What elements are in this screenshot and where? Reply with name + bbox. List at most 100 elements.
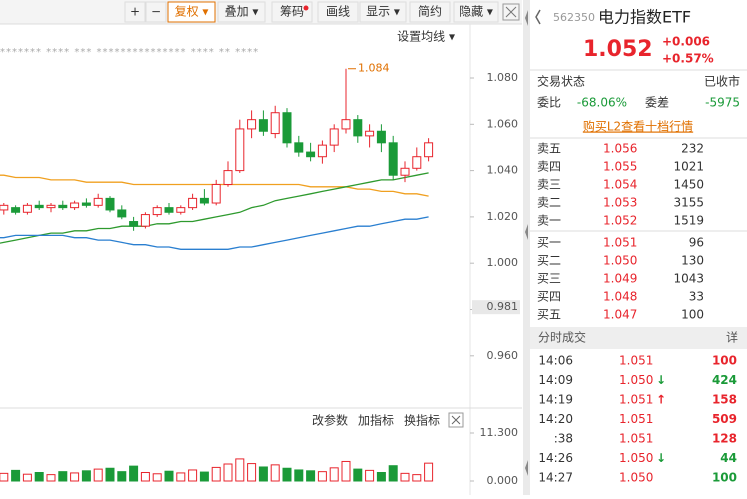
- y-tick-label: 1.020: [487, 210, 519, 223]
- diff-label: 委差: [645, 96, 669, 110]
- y-tick-label: 0.960: [487, 349, 519, 362]
- toolbar-label[interactable]: 隐藏 ▾: [459, 5, 493, 19]
- toolbar-label[interactable]: 复权 ▾: [175, 5, 209, 19]
- splitter[interactable]: [523, 0, 530, 495]
- volume-bar: [188, 469, 198, 482]
- change: +0.006: [662, 35, 710, 49]
- candle-body: [22, 204, 32, 213]
- book-label: 卖五: [537, 142, 561, 156]
- candle-body: [11, 207, 21, 213]
- trade-volume: 44: [720, 451, 737, 465]
- volume-bar: [58, 471, 68, 482]
- volume-bar: [105, 467, 115, 482]
- candle-body: [152, 207, 162, 216]
- book-volume: 1021: [673, 160, 704, 174]
- candle-body: [341, 119, 351, 130]
- volume-bar: [341, 460, 351, 482]
- volume-bar: [317, 471, 327, 482]
- toolbar-label[interactable]: 简约: [418, 4, 442, 19]
- toolbar-button[interactable]: [317, 1, 359, 23]
- trades-detail[interactable]: 详: [726, 330, 738, 345]
- candle-body: [81, 202, 91, 206]
- volume-bar: [0, 472, 9, 482]
- notice-dot: [303, 5, 309, 11]
- toolbar-label[interactable]: +: [130, 5, 140, 19]
- ma-menu[interactable]: 设置均线 ▾: [397, 30, 455, 44]
- status-label: 交易状态: [537, 74, 585, 89]
- toolbar-label[interactable]: 显示 ▾: [366, 5, 400, 19]
- book-label: 卖三: [537, 178, 561, 192]
- book-label: 卖四: [537, 160, 561, 174]
- volume-bar: [400, 472, 410, 482]
- candle-body: [34, 204, 44, 209]
- volume-bar: [329, 467, 339, 482]
- back-icon[interactable]: [535, 9, 541, 25]
- trade-volume: 128: [712, 432, 737, 446]
- splitter-arrow[interactable]: [525, 460, 528, 476]
- candle-body: [58, 204, 68, 209]
- book-volume: 130: [681, 254, 704, 268]
- candle-body: [129, 221, 139, 227]
- trade-volume: 100: [712, 354, 737, 368]
- toolbar-label[interactable]: 叠加 ▾: [225, 5, 259, 19]
- candle-body: [247, 119, 257, 130]
- candle-body: [211, 183, 221, 204]
- trades-title: 分时成交: [538, 330, 586, 345]
- toolbar-button[interactable]: [124, 1, 146, 23]
- indicator-button[interactable]: 换指标: [404, 413, 440, 428]
- trade-price: 1.051: [619, 354, 653, 368]
- splitter-arrow[interactable]: [525, 10, 528, 26]
- l2-link[interactable]: 购买L2查看十档行情: [583, 119, 693, 134]
- trade-arrow: ↓: [656, 373, 666, 387]
- toolbar-button[interactable]: [409, 1, 451, 23]
- candle-body: [140, 214, 150, 227]
- y-tick-label: 1.060: [487, 117, 519, 130]
- book-price: 1.050: [603, 254, 637, 268]
- volume-bar: [22, 473, 32, 482]
- volume-bar: [81, 470, 91, 482]
- toolbar-label[interactable]: 筹码: [280, 5, 304, 19]
- toolbar-button[interactable]: [167, 1, 216, 23]
- indicator-button[interactable]: 改参数: [312, 413, 348, 428]
- book-label: 卖一: [537, 214, 561, 228]
- toolbar-label[interactable]: −: [151, 5, 161, 19]
- candle-body: [424, 142, 434, 158]
- candle-body: [176, 207, 186, 213]
- candle-body: [329, 128, 339, 146]
- trade-time: 14:26: [538, 451, 573, 465]
- fullscreen-button[interactable]: [502, 3, 520, 21]
- trade-price: 1.050: [619, 373, 653, 387]
- trade-time: 14:06: [538, 354, 573, 368]
- toolbar-button[interactable]: [217, 1, 266, 23]
- toolbar-button[interactable]: [453, 1, 499, 23]
- indicator-button[interactable]: 加指标: [358, 413, 394, 428]
- trade-time: 14:09: [538, 373, 573, 387]
- trade-price: 1.051: [619, 393, 653, 407]
- book-volume: 100: [681, 308, 704, 322]
- toolbar-button[interactable]: [359, 1, 407, 23]
- volume-bar: [353, 468, 363, 482]
- high-marker-label: 1.084: [358, 62, 390, 75]
- volume-bar: [129, 465, 139, 482]
- candle-body: [400, 167, 410, 176]
- volume-bar: [176, 472, 186, 482]
- trade-price: 1.051: [619, 432, 653, 446]
- ratio: -68.06%: [577, 96, 627, 110]
- book-price: 1.047: [603, 308, 637, 322]
- volume-bar: [46, 474, 56, 482]
- volume-bar: [412, 474, 422, 482]
- candle-body: [0, 204, 9, 211]
- candle-body: [388, 142, 398, 176]
- toolbar-label[interactable]: 画线: [326, 5, 350, 19]
- toolbar-button[interactable]: [271, 1, 313, 23]
- splitter-arrow[interactable]: [525, 224, 528, 240]
- book-price: 1.056: [603, 142, 637, 156]
- candle-body: [70, 202, 80, 209]
- ma-line: [0, 172, 429, 244]
- trade-price: 1.050: [619, 451, 653, 465]
- toolbar-button[interactable]: [145, 1, 167, 23]
- volume-bar: [223, 463, 233, 482]
- book-price: 1.048: [603, 290, 637, 304]
- book-price: 1.053: [603, 196, 637, 210]
